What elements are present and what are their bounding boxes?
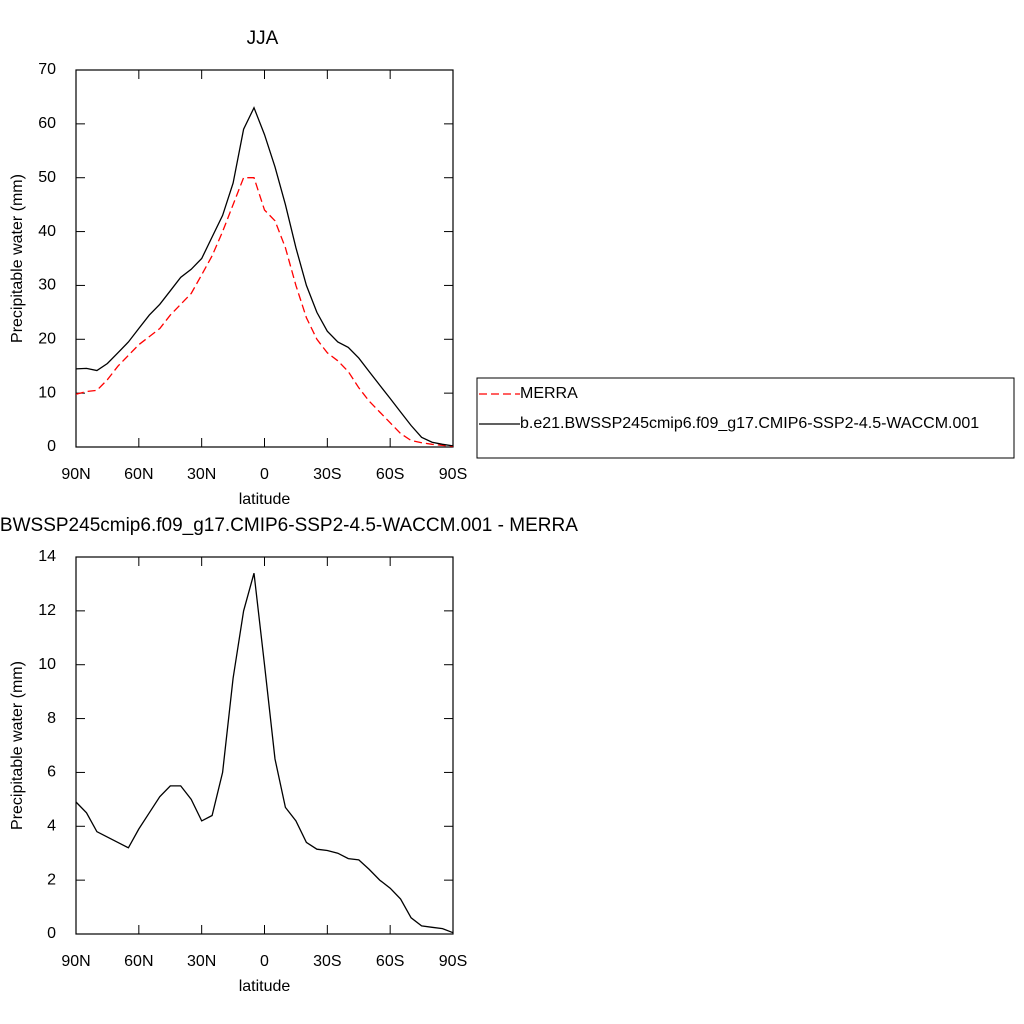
data-line [75, 573, 454, 934]
x-tick-label: 90S [439, 466, 467, 483]
y-tick-label: 8 [47, 710, 56, 727]
x-tick-label: 0 [260, 953, 269, 970]
x-axis-label: latitude [239, 978, 291, 995]
x-axis-label: latitude [239, 491, 291, 508]
y-tick-label: 0 [47, 438, 56, 455]
x-tick-label: 90S [439, 953, 467, 970]
x-tick-label: 90N [61, 466, 90, 483]
legend-label: b.e21.BWSSP245cmip6.f09_g17.CMIP6-SSP2-4… [520, 415, 979, 432]
x-tick-label: 60S [376, 953, 404, 970]
x-tick-label: 60N [124, 466, 153, 483]
y-tick-label: 4 [47, 818, 56, 835]
plot-frame [75, 556, 454, 935]
x-tick-label: 60N [124, 953, 153, 970]
x-tick-label: 90N [61, 953, 90, 970]
x-tick-label: 30S [313, 953, 341, 970]
x-tick-label: 30S [313, 466, 341, 483]
y-tick-label: 10 [38, 656, 56, 673]
legend-label: MERRA [520, 385, 578, 402]
y-tick-label: 30 [38, 277, 56, 294]
x-tick-label: 30N [187, 466, 216, 483]
chart-title: b.e21.BWSSP245cmip6.f09_g17.CMIP6-SSP2-4… [0, 515, 578, 536]
y-tick-label: 0 [47, 925, 56, 942]
y-axis-label: Precipitable water (mm) [9, 661, 26, 830]
y-tick-label: 6 [47, 764, 56, 781]
y-axis-label: Precipitable water (mm) [9, 174, 26, 343]
y-tick-label: 60 [38, 115, 56, 132]
y-tick-label: 10 [38, 384, 56, 401]
x-tick-label: 60S [376, 466, 404, 483]
y-tick-label: 70 [38, 61, 56, 78]
data-line [75, 106, 454, 447]
y-tick-label: 2 [47, 871, 56, 888]
x-tick-label: 30N [187, 953, 216, 970]
plot-frame [75, 69, 454, 448]
legend-box [476, 377, 1015, 459]
y-tick-label: 50 [38, 169, 56, 186]
chart-title: JJA [247, 28, 279, 49]
y-tick-label: 20 [38, 331, 56, 348]
y-tick-label: 12 [38, 602, 56, 619]
x-tick-label: 0 [260, 466, 269, 483]
y-tick-label: 14 [38, 548, 56, 565]
data-line [75, 177, 454, 448]
y-tick-label: 40 [38, 223, 56, 240]
